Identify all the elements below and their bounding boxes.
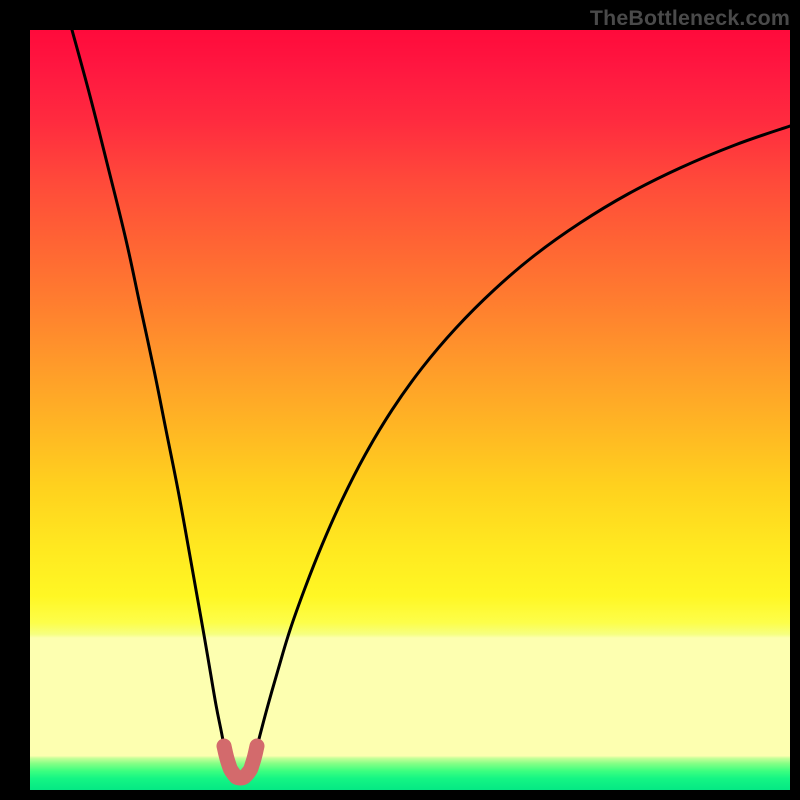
plot-area [30,30,790,790]
bottleneck-curve [72,30,790,774]
chart-frame: TheBottleneck.com [0,0,800,800]
u-accent [224,746,257,778]
watermark-text: TheBottleneck.com [590,6,790,31]
curve-layer [30,30,790,790]
